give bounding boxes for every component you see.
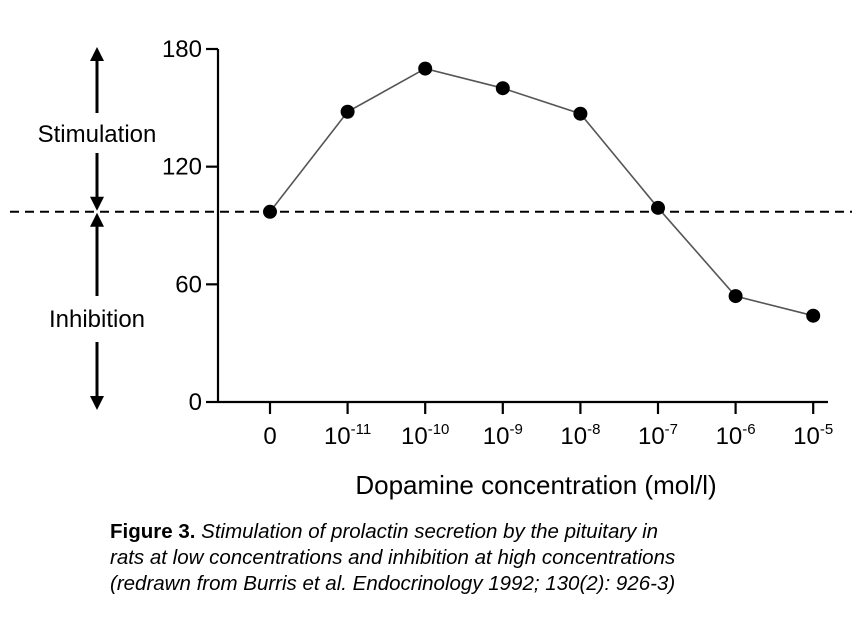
region-arrows <box>90 47 104 410</box>
y-tick-label: 60 <box>175 271 202 298</box>
data-point <box>806 308 821 323</box>
caption-line-2: rats at low concentrations and inhibitio… <box>110 546 676 569</box>
axes <box>216 49 828 404</box>
data-point <box>418 61 433 76</box>
caption-label: Figure 3. <box>110 520 196 543</box>
caption-line-1: Stimulation of prolactin secretion by th… <box>201 520 659 543</box>
figure-caption: Figure 3. Stimulation of prolactin secre… <box>110 519 830 597</box>
x-axis-label: Dopamine concentration (mol/l) <box>355 470 716 500</box>
data-point <box>263 204 277 219</box>
data-points <box>263 61 821 323</box>
y-tick-label: 120 <box>162 154 202 181</box>
data-point <box>728 289 743 304</box>
x-tick-label: 10-8 <box>560 421 600 450</box>
stimulation-arrow-head-up <box>90 47 104 61</box>
data-point <box>651 200 665 215</box>
data-point <box>340 104 355 119</box>
chart: 0 60 120 180 0 10-11 10-10 10-9 10-8 10-7 10-6 10-… <box>10 36 852 500</box>
x-tick-label: 0 <box>263 423 276 450</box>
x-tick-label: 10-5 <box>793 421 833 450</box>
y-tick-label: 0 <box>189 389 202 416</box>
x-tick-label: 10-9 <box>483 421 523 450</box>
x-tick-label: 10-6 <box>716 421 756 450</box>
data-point <box>495 81 510 96</box>
inhibition-label: Inhibition <box>49 306 145 333</box>
x-tick-label: 10-10 <box>401 421 449 450</box>
inhibition-arrow-head-up <box>90 212 104 227</box>
y-axis-ticks: 0 60 120 180 <box>162 36 218 416</box>
y-tick-label: 180 <box>162 36 202 63</box>
x-axis-ticks: 0 10-11 10-10 10-9 10-8 10-7 10-6 10-5 <box>263 402 833 450</box>
x-tick-label: 10-7 <box>638 421 678 450</box>
stimulation-label: Stimulation <box>38 121 157 148</box>
data-point <box>573 106 588 121</box>
caption-line-3: (redrawn from Burris et al. Endocrinolog… <box>110 572 676 595</box>
stimulation-arrow-head-down <box>90 196 104 211</box>
inhibition-arrow-head-down <box>90 396 104 410</box>
x-tick-label: 10-11 <box>324 421 371 450</box>
series-line <box>269 67 814 317</box>
